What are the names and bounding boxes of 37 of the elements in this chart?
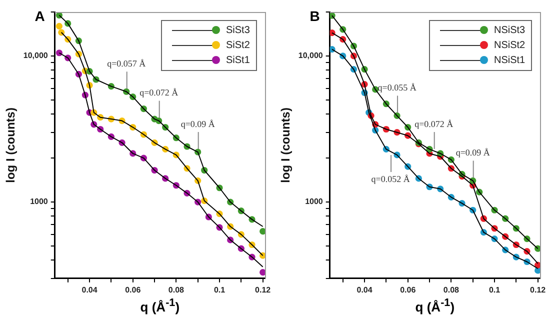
y-axis-title: log I (counts) xyxy=(278,108,293,183)
y-tick-label: 10,000 xyxy=(298,51,324,60)
x-tick-label: 0.04 xyxy=(356,285,373,294)
x-tick-label: 0.12 xyxy=(255,285,272,294)
annotation: q=0.072 Å xyxy=(140,88,179,98)
y-tick-label: 10,000 xyxy=(23,51,48,60)
legend-label: NSiSt3 xyxy=(494,25,526,36)
legend-label: NSiSt2 xyxy=(494,40,526,51)
y-tick-label: 1000 xyxy=(30,197,48,206)
legend-label: SiSt2 xyxy=(226,40,250,51)
annotation: q=0.057 Å xyxy=(107,58,146,68)
annotation: q=0.072 Å xyxy=(414,118,454,129)
legend-label: SiSt1 xyxy=(226,55,250,66)
x-axis-title: q (Å$^{-1}$) xyxy=(415,297,455,314)
annotation: q=0.09 Å xyxy=(180,118,216,129)
x-tick-label: 0.1 xyxy=(214,285,226,294)
x-tick-label: 0.12 xyxy=(530,285,546,294)
annotation: q=0.09 Å xyxy=(456,148,490,158)
x-tick-label: 0.04 xyxy=(82,285,98,294)
point xyxy=(260,269,265,276)
point xyxy=(260,228,265,235)
x-tick-label: 0.08 xyxy=(443,285,460,294)
y-tick-label: 1000 xyxy=(305,197,324,206)
point xyxy=(260,252,265,259)
chart-title: B xyxy=(310,8,320,24)
x-tick-label: 0.08 xyxy=(168,285,185,294)
legend-label: NSiSt1 xyxy=(494,55,526,66)
chart-title: A xyxy=(34,8,45,24)
y-axis-title: log I (counts) xyxy=(4,108,18,183)
point xyxy=(56,22,62,30)
x-tick-label: 0.06 xyxy=(400,285,416,294)
annotation: q=0.055 Å xyxy=(378,82,417,93)
x-tick-label: 0.06 xyxy=(125,285,142,294)
x-tick-label: 0.1 xyxy=(488,285,501,294)
legend-label: SiSt3 xyxy=(226,25,250,36)
annotation: q=0.052 Å xyxy=(371,174,410,184)
x-axis-title: q (Å$^{-1}$) xyxy=(140,297,180,314)
